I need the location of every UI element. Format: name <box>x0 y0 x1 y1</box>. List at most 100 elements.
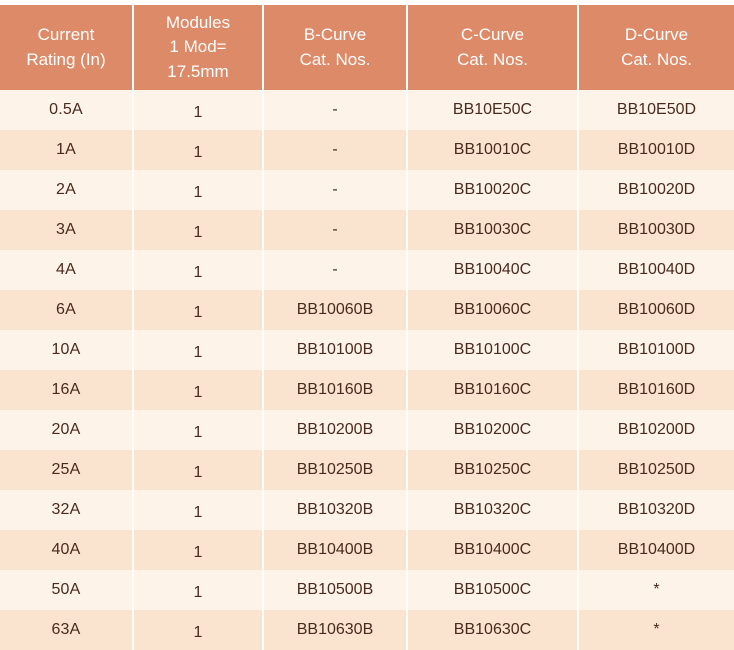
cell-b-curve-cat-no: - <box>263 250 408 290</box>
table-row: 20A 1 BB10200B BB10200C BB10200D <box>0 410 734 450</box>
table-body: 0.5A 1- BB10E50C BB10E50D 1A 1- BB10010C BB1001… <box>0 90 734 650</box>
cell-b-curve-cat-no: - <box>263 90 408 130</box>
column-header-d-curve: D-Curve Cat. Nos. <box>578 5 734 90</box>
cell-d-curve-cat-no: * <box>578 570 734 610</box>
cell-c-curve-cat-no: BB10E50C <box>407 90 579 130</box>
table-row: 50A 1 BB10500B BB10500C * <box>0 570 734 610</box>
cell-c-curve-cat-no: BB10160C <box>407 370 579 410</box>
cell-d-curve-cat-no: BB10160D <box>578 370 734 410</box>
cell-current-rating: 4A <box>0 250 134 290</box>
cell-modules: 1 <box>133 410 264 450</box>
cell-current-rating: 40A <box>0 530 134 570</box>
table-row: 6A 1 BB10060B BB10060C BB10060D <box>0 290 734 330</box>
cell-b-curve-cat-no: - <box>263 210 408 250</box>
table-row: 25A 1 BB10250B BB10250C BB10250D <box>0 450 734 490</box>
cell-c-curve-cat-no: BB10010C <box>407 130 579 170</box>
column-header-line: Cat. Nos. <box>457 49 528 69</box>
cell-d-curve-cat-no: BB10060D <box>578 290 734 330</box>
cell-modules: 1 <box>133 610 264 650</box>
cell-current-rating: 25A <box>0 450 134 490</box>
column-header-line: Cat. Nos. <box>621 49 692 69</box>
cell-modules: 1 <box>133 90 264 130</box>
cell-modules: 1 <box>133 570 264 610</box>
table-header: Current Rating (In) Modules 1 Mod= 17.5m… <box>0 5 734 90</box>
cell-d-curve-cat-no: BB10020D <box>578 170 734 210</box>
cell-modules: 1 <box>133 370 264 410</box>
cell-d-curve-cat-no: * <box>578 610 734 650</box>
cell-modules: 1 <box>133 170 264 210</box>
cell-c-curve-cat-no: BB10040C <box>407 250 579 290</box>
cell-c-curve-cat-no: BB10200C <box>407 410 579 450</box>
cell-current-rating: 0.5A <box>0 90 134 130</box>
cell-c-curve-cat-no: BB10020C <box>407 170 579 210</box>
cell-b-curve-cat-no: BB10100B <box>263 330 408 370</box>
cell-c-curve-cat-no: BB10250C <box>407 450 579 490</box>
cell-current-rating: 10A <box>0 330 134 370</box>
cell-b-curve-cat-no: BB10630B <box>263 610 408 650</box>
column-header-line: D-Curve <box>624 24 689 44</box>
cell-c-curve-cat-no: BB10030C <box>407 210 579 250</box>
cell-c-curve-cat-no: BB10100C <box>407 330 579 370</box>
column-header-line: C-Curve <box>460 24 525 44</box>
table-row: 2A 1- BB10020C BB10020D <box>0 170 734 210</box>
table-row: 1A 1- BB10010C BB10010D <box>0 130 734 170</box>
table-row: 40A 1 BB10400B BB10400C BB10400D <box>0 530 734 570</box>
breaker-catalogue-table: Current Rating (In) Modules 1 Mod= 17.5m… <box>0 5 734 650</box>
cell-current-rating: 3A <box>0 210 134 250</box>
cell-d-curve-cat-no: BB10010D <box>578 130 734 170</box>
cell-b-curve-cat-no: - <box>263 170 408 210</box>
cell-b-curve-cat-no: BB10320B <box>263 490 408 530</box>
cell-current-rating: 32A <box>0 490 134 530</box>
column-header-c-curve: C-Curve Cat. Nos. <box>407 5 579 90</box>
column-header-current-rating: Current Rating (In) <box>0 5 134 90</box>
column-header-line: Modules <box>165 12 231 32</box>
cell-c-curve-cat-no: BB10500C <box>407 570 579 610</box>
table-row: 3A 1- BB10030C BB10030D <box>0 210 734 250</box>
cell-c-curve-cat-no: BB10060C <box>407 290 579 330</box>
cell-modules: 1 <box>133 250 264 290</box>
cell-c-curve-cat-no: BB10320C <box>407 490 579 530</box>
cell-modules: 1 <box>133 210 264 250</box>
cell-d-curve-cat-no: BB10030D <box>578 210 734 250</box>
cell-b-curve-cat-no: BB10060B <box>263 290 408 330</box>
cell-c-curve-cat-no: BB10630C <box>407 610 579 650</box>
column-header-line: Cat. Nos. <box>299 49 371 69</box>
cell-modules: 1 <box>133 450 264 490</box>
cell-d-curve-cat-no: BB10200D <box>578 410 734 450</box>
cell-b-curve-cat-no: BB10500B <box>263 570 408 610</box>
table-row: 32A 1 BB10320B BB10320C BB10320D <box>0 490 734 530</box>
cell-modules: 1 <box>133 130 264 170</box>
cell-b-curve-cat-no: BB10400B <box>263 530 408 570</box>
header-row: Current Rating (In) Modules 1 Mod= 17.5m… <box>0 5 734 90</box>
cell-current-rating: 20A <box>0 410 134 450</box>
cell-d-curve-cat-no: BB10250D <box>578 450 734 490</box>
cell-modules: 1 <box>133 490 264 530</box>
cell-current-rating: 63A <box>0 610 134 650</box>
column-header-b-curve: B-Curve Cat. Nos. <box>263 5 408 90</box>
table-row: 16A 1 BB10160B BB10160C BB10160D <box>0 370 734 410</box>
cell-current-rating: 16A <box>0 370 134 410</box>
cell-d-curve-cat-no: BB10E50D <box>578 90 734 130</box>
cell-d-curve-cat-no: BB10100D <box>578 330 734 370</box>
cell-current-rating: 2A <box>0 170 134 210</box>
column-header-line: Current <box>37 24 95 44</box>
column-header-line: 17.5mm <box>167 61 229 81</box>
column-header-modules: Modules 1 Mod= 17.5mm <box>133 5 264 90</box>
cell-current-rating: 1A <box>0 130 134 170</box>
column-header-line: Rating (In) <box>26 49 106 69</box>
cell-d-curve-cat-no: BB10320D <box>578 490 734 530</box>
cell-current-rating: 6A <box>0 290 134 330</box>
column-header-line: 1 Mod= <box>169 37 227 57</box>
spec-table-container: Current Rating (In) Modules 1 Mod= 17.5m… <box>0 5 734 650</box>
cell-modules: 1 <box>133 330 264 370</box>
cell-current-rating: 50A <box>0 570 134 610</box>
cell-d-curve-cat-no: BB10040D <box>578 250 734 290</box>
cell-b-curve-cat-no: BB10250B <box>263 450 408 490</box>
cell-modules: 1 <box>133 290 264 330</box>
table-row: 4A 1- BB10040C BB10040D <box>0 250 734 290</box>
cell-b-curve-cat-no: BB10200B <box>263 410 408 450</box>
column-header-line: B-Curve <box>303 24 367 44</box>
cell-d-curve-cat-no: BB10400D <box>578 530 734 570</box>
cell-c-curve-cat-no: BB10400C <box>407 530 579 570</box>
table-row: 10A 1 BB10100B BB10100C BB10100D <box>0 330 734 370</box>
